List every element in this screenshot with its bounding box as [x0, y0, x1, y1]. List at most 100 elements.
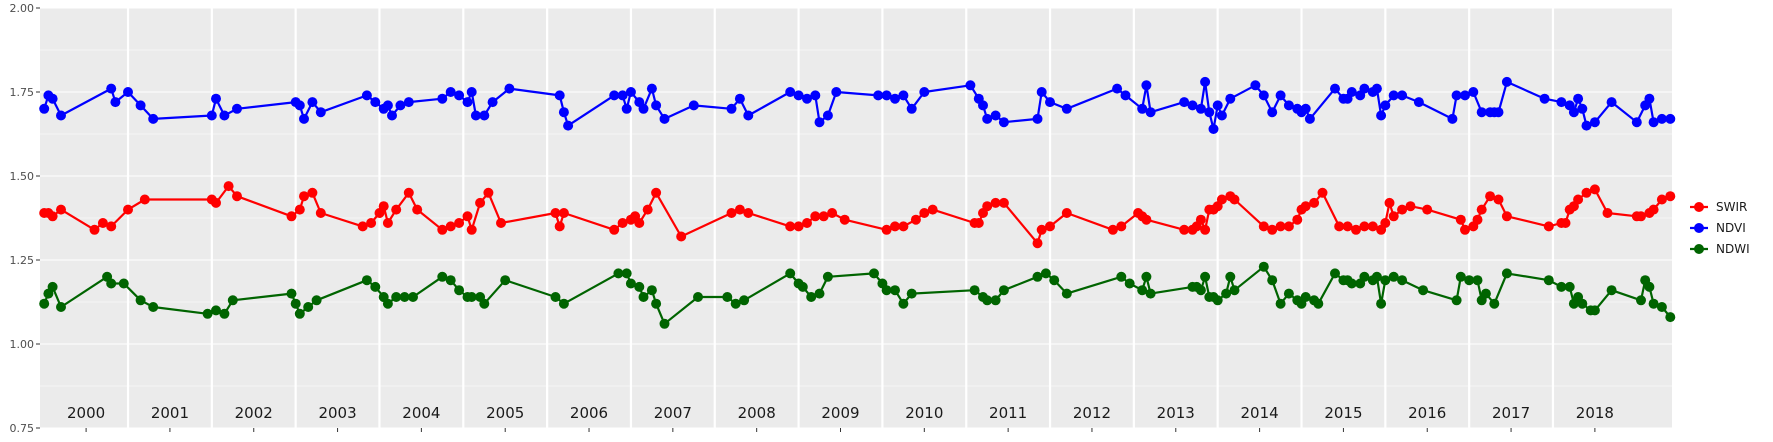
data-point-ndvi	[1476, 107, 1487, 118]
data-point-ndwi	[1145, 288, 1156, 299]
data-point-ndvi	[554, 90, 565, 101]
y-tick-label: 1.25	[10, 254, 35, 267]
data-point-swir	[550, 208, 561, 218]
data-point-swir	[634, 218, 645, 228]
data-point-ndvi	[1577, 103, 1588, 114]
data-point-ndwi	[47, 281, 58, 292]
grid-lines	[40, 7, 1672, 429]
data-point-ndvi	[965, 80, 976, 91]
data-point-swir	[483, 187, 494, 198]
data-point-ndwi	[437, 271, 448, 282]
data-point-ndwi	[290, 298, 301, 309]
data-point-ndvi	[123, 87, 133, 97]
year-label: 2000	[67, 404, 105, 422]
data-point-swir	[617, 218, 628, 228]
data-point-ndvi	[315, 107, 326, 118]
data-point-ndwi	[797, 281, 808, 292]
data-point-ndwi	[391, 292, 402, 302]
data-point-ndvi	[403, 97, 414, 108]
data-point-swir	[315, 208, 326, 218]
y-tick-label: 1.00	[10, 338, 35, 351]
data-point-ndvi	[990, 110, 1001, 121]
data-point-swir	[1195, 214, 1206, 225]
data-point-swir	[890, 221, 900, 232]
data-point-ndvi	[1141, 80, 1152, 91]
year-labels: 2000 2001 2002 2003 2004 2005 2006 2007 2008 2009…	[67, 404, 1614, 422]
data-point-ndvi	[651, 100, 662, 111]
data-point-ndvi	[39, 103, 50, 114]
data-point-ndwi	[550, 292, 561, 302]
data-point-swir	[910, 214, 921, 225]
data-point-swir	[1648, 204, 1659, 215]
data-point-ndvi	[1376, 110, 1387, 121]
data-point-ndvi	[1665, 113, 1676, 124]
data-point-ndvi	[881, 90, 892, 101]
data-point-ndvi	[232, 103, 242, 114]
data-point-ndwi	[500, 275, 511, 286]
data-point-swir	[1460, 224, 1470, 235]
data-point-ndwi	[1195, 285, 1206, 296]
data-point-swir	[47, 211, 58, 222]
data-point-swir	[299, 191, 309, 202]
data-point-ndvi	[1061, 103, 1072, 114]
data-point-ndvi	[1250, 80, 1261, 91]
data-point-ndwi	[998, 285, 1009, 296]
data-point-swir	[1656, 194, 1667, 205]
data-point-ndvi	[462, 97, 473, 108]
data-point-ndwi	[613, 268, 624, 279]
data-point-ndwi	[1472, 275, 1483, 286]
data-point-swir	[1141, 214, 1152, 225]
data-point-ndvi	[387, 110, 397, 121]
data-point-ndwi	[693, 292, 703, 302]
data-point-swir	[1560, 218, 1571, 228]
data-point-ndvi	[890, 93, 900, 104]
data-point-ndvi	[906, 103, 917, 114]
data-point-ndvi	[1380, 100, 1391, 111]
data-point-ndvi	[621, 103, 632, 114]
data-point-ndvi	[437, 93, 448, 104]
data-point-ndvi	[487, 97, 498, 108]
data-point-swir	[1388, 211, 1399, 222]
data-point-swir	[1573, 194, 1584, 205]
data-point-ndwi	[1648, 298, 1659, 309]
data-point-ndwi	[1397, 275, 1408, 286]
data-point-ndvi	[1371, 83, 1382, 94]
data-point-ndwi	[1275, 298, 1286, 309]
data-point-swir	[827, 208, 838, 218]
series-ndvi	[39, 76, 1676, 134]
data-point-ndwi	[969, 285, 980, 296]
data-point-swir	[1501, 211, 1512, 222]
data-point-ndwi	[1267, 275, 1278, 286]
data-point-ndvi	[726, 103, 737, 114]
data-point-swir	[1367, 221, 1378, 232]
data-point-ndvi	[1388, 90, 1399, 101]
data-point-ndvi	[110, 97, 121, 108]
year-label: 2009	[821, 404, 859, 422]
data-point-ndwi	[1221, 288, 1232, 299]
data-point-ndwi	[638, 292, 649, 302]
data-point-swir	[651, 187, 662, 198]
data-point-ndvi	[148, 113, 159, 124]
data-point-swir	[1283, 221, 1294, 232]
data-point-ndwi	[211, 305, 221, 316]
data-point-ndvi	[206, 110, 217, 121]
data-point-swir	[1476, 204, 1487, 215]
data-point-ndvi	[445, 87, 456, 97]
data-point-ndwi	[1388, 271, 1399, 282]
data-point-ndwi	[1116, 271, 1127, 282]
data-point-ndvi	[1581, 120, 1592, 131]
data-point-ndvi	[106, 83, 117, 94]
data-point-ndwi	[1606, 285, 1617, 296]
data-point-ndvi	[56, 110, 66, 121]
data-point-ndvi	[978, 100, 988, 111]
data-point-swir	[294, 204, 305, 215]
data-point-swir	[1292, 214, 1303, 225]
data-point-ndwi	[479, 298, 490, 309]
data-point-swir	[898, 221, 909, 232]
data-point-ndwi	[202, 308, 213, 319]
series-ndwi	[39, 261, 1676, 329]
data-point-ndvi	[1267, 107, 1278, 118]
data-point-ndwi	[1359, 271, 1370, 282]
data-point-ndwi	[890, 285, 900, 296]
year-label: 2014	[1241, 404, 1279, 422]
